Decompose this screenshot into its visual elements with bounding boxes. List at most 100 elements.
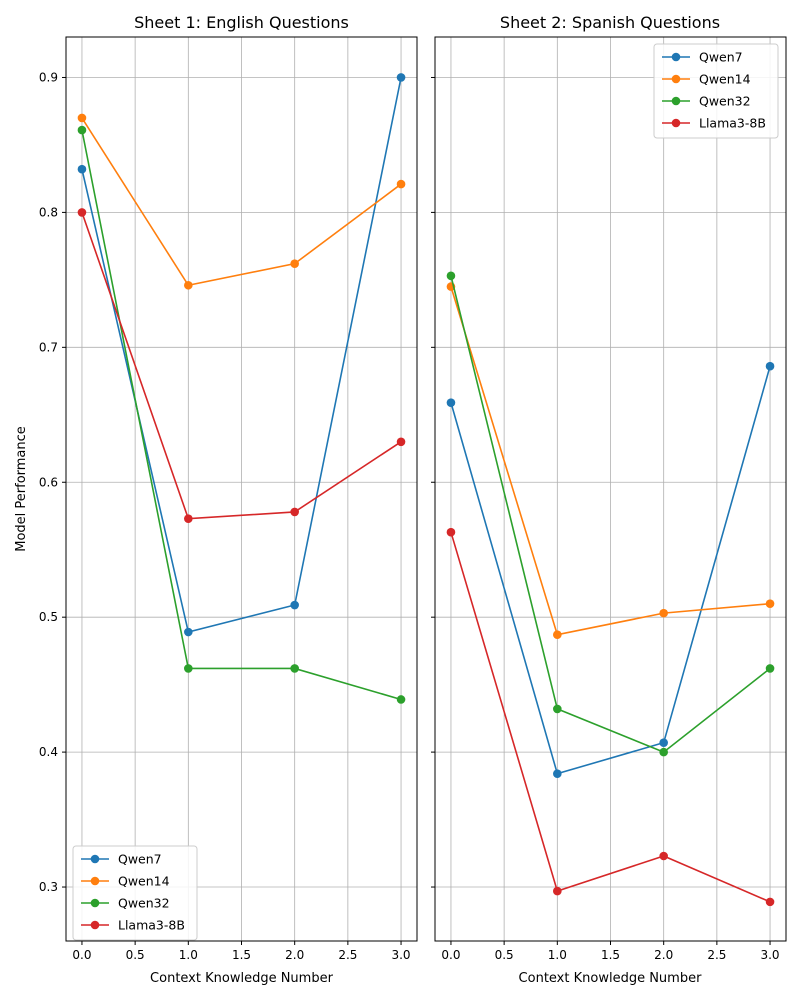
legend-label: Qwen7	[118, 852, 162, 867]
data-point	[553, 630, 562, 640]
series-qwen7	[446, 361, 775, 778]
legend-item: Qwen14	[662, 72, 751, 87]
legend-label: Qwen32	[118, 896, 170, 911]
x-tick-label: 0.0	[441, 948, 460, 962]
data-point	[553, 769, 562, 778]
data-point	[290, 600, 299, 610]
data-point	[396, 73, 406, 82]
legend-item: Llama3-8B	[662, 116, 766, 131]
x-tick-label: 1.5	[601, 948, 620, 962]
axis-ticks	[431, 76, 771, 945]
data-point	[77, 113, 87, 123]
x-tick-label: 0.5	[495, 948, 514, 962]
y-tick-label: 0.4	[39, 745, 58, 759]
data-point	[290, 507, 299, 517]
y-tick-label: 0.3	[39, 880, 58, 894]
data-point	[184, 664, 193, 673]
legend-marker	[90, 898, 100, 908]
x-axis-label: Context Knowledge Number	[150, 971, 334, 986]
series-line	[450, 275, 771, 754]
legend: Qwen7 Qwen14 Qwen32 Llama3-8B	[72, 845, 198, 941]
legend-marker	[671, 74, 681, 84]
x-tick-labels: 0.0 0.5 1.0 1.5 2.0 2.5 3.0	[441, 948, 779, 962]
y-tick-label: 0.5	[39, 610, 58, 624]
data-point	[659, 851, 668, 861]
series-line	[450, 531, 771, 903]
legend-label: Llama3-8B	[118, 918, 185, 933]
data-point	[290, 664, 299, 673]
chart-title: Sheet 2: Spanish Questions	[500, 13, 720, 32]
data-point	[553, 886, 562, 896]
grid-lines	[435, 37, 786, 941]
series-llama3-8b	[446, 527, 775, 907]
chart-title: Sheet 1: English Questions	[134, 13, 349, 32]
x-axis-label: Context Knowledge Number	[519, 971, 703, 986]
data-point	[553, 704, 562, 714]
axis-ticks	[62, 76, 402, 945]
data-point	[659, 608, 668, 618]
x-tick-label: 2.5	[338, 948, 357, 962]
x-tick-label: 3.0	[391, 948, 410, 962]
data-point	[396, 695, 406, 704]
data-point	[77, 164, 87, 174]
y-tick-label: 0.6	[39, 475, 58, 489]
legend-item: Llama3-8B	[81, 918, 185, 933]
series-qwen32	[77, 125, 406, 704]
series-qwen32	[446, 271, 775, 757]
legend-item: Qwen32	[662, 94, 751, 109]
legend-box	[653, 43, 779, 139]
data-point	[446, 527, 456, 537]
data-point	[446, 398, 456, 407]
legend-marker	[90, 854, 100, 864]
legend-label: Qwen32	[699, 94, 751, 109]
x-tick-label: 2.0	[654, 948, 673, 962]
x-tick-labels: 0.0 0.5 1.0 1.5 2.0 2.5 3.0	[72, 948, 410, 962]
data-point	[765, 897, 775, 907]
legend-label: Qwen14	[118, 874, 170, 889]
series-line	[81, 117, 402, 287]
legend-marker	[90, 876, 100, 886]
x-tick-label: 2.5	[707, 948, 726, 962]
data-point	[396, 179, 406, 189]
series-line	[81, 129, 402, 701]
x-tick-label: 1.0	[548, 948, 567, 962]
data-point	[77, 125, 87, 135]
y-tick-label: 0.7	[39, 340, 58, 354]
data-point	[184, 280, 193, 290]
x-tick-label: 1.5	[232, 948, 251, 962]
series-line	[81, 212, 402, 520]
x-tick-label: 2.0	[285, 948, 304, 962]
legend-item: Qwen14	[81, 874, 170, 889]
x-tick-label: 0.5	[126, 948, 145, 962]
y-tick-label: 0.8	[39, 205, 58, 219]
data-point	[765, 599, 775, 608]
x-tick-label: 0.0	[72, 948, 91, 962]
grid-lines	[66, 37, 417, 941]
plot-frame	[65, 36, 418, 942]
legend-marker	[671, 96, 681, 106]
series-qwen14	[446, 282, 775, 640]
x-tick-label: 1.0	[179, 948, 198, 962]
data-point	[290, 259, 299, 268]
legend-label: Llama3-8B	[699, 116, 766, 131]
x-tick-label: 3.0	[760, 948, 779, 962]
legend-item: Qwen7	[81, 852, 162, 867]
chart-panel-spanish: Sheet 2: Spanish Questions 0.0 0.5 1.0 1.5 2…	[431, 13, 787, 986]
data-point	[184, 514, 193, 523]
legend-label: Qwen14	[699, 72, 751, 87]
legend-item: Qwen32	[81, 896, 170, 911]
legend-marker	[671, 52, 681, 62]
data-point	[765, 664, 775, 673]
data-point	[184, 627, 193, 637]
series-qwen14	[77, 113, 406, 290]
series-line	[450, 286, 771, 636]
plot-frame	[434, 36, 787, 942]
series-lines	[77, 73, 406, 704]
data-point	[659, 738, 668, 747]
y-tick-label: 0.9	[39, 70, 58, 84]
legend-marker	[90, 920, 100, 930]
series-llama3-8b	[77, 208, 406, 523]
legend-box	[72, 845, 198, 941]
